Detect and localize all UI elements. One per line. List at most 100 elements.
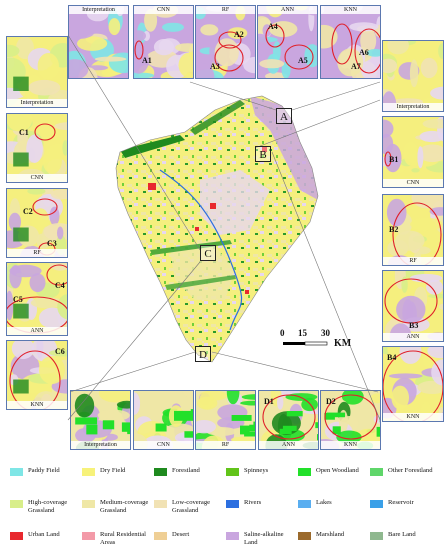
legend-label: Rivers <box>244 499 262 506</box>
legend-swatch <box>82 532 95 540</box>
right-panel-0: Interpretation <box>382 40 444 112</box>
region-mark: A2 <box>234 30 244 39</box>
region-mark: B4 <box>387 353 397 362</box>
legend-swatch <box>154 468 167 476</box>
region-mark: C4 <box>55 281 65 290</box>
bottom-panel-label: ANN <box>259 441 318 449</box>
region-mark: A5 <box>298 56 308 65</box>
right-panel-label: Interpretation <box>383 103 443 111</box>
scale-tick-0: 0 <box>280 328 285 338</box>
scale-tick-30: 30 <box>321 328 330 338</box>
top-panel-3: ANN A4 A5 <box>257 5 318 79</box>
legend-label: Spinneys <box>244 467 269 474</box>
right-panel-label: ANN <box>383 333 443 341</box>
right-panel-2: RF B2 <box>382 194 444 266</box>
top-panel-0: Interpretation <box>68 5 129 79</box>
bottom-panel-1: CNN <box>133 390 194 450</box>
region-mark: B3 <box>409 321 419 330</box>
legend-label: Dry Field <box>100 467 126 474</box>
right-panel-3: ANN B3 <box>382 270 444 342</box>
region-mark: C6 <box>55 347 65 356</box>
right-panel-1: CNN B1 <box>382 116 444 188</box>
legend-label: Reservoir <box>388 499 414 506</box>
left-panel-0: Interpretation <box>6 36 68 108</box>
legend-label: Saline-alkaline Land <box>244 531 284 546</box>
region-mark: D2 <box>326 397 336 406</box>
bottom-panel-4: KNN D2 <box>320 390 381 450</box>
top-panel-4: KNN A6 A7 <box>320 5 381 79</box>
scale-unit: KM <box>334 338 352 349</box>
right-panel-label: CNN <box>383 179 443 187</box>
legend-label: Medium-coverage Grassland <box>100 499 149 514</box>
legend-label: Paddy Field <box>28 467 60 474</box>
right-panel-label: RF <box>383 257 443 265</box>
legend-swatch <box>154 532 167 540</box>
bottom-panel-label: KNN <box>321 441 380 449</box>
legend-label: Marshland <box>316 531 345 538</box>
top-panel-1: CNN A1 <box>133 5 194 79</box>
legend-label: Other Forestland <box>388 467 433 474</box>
legend-swatch <box>226 532 239 540</box>
top-panel-label: CNN <box>134 6 193 14</box>
legend-label: Lakes <box>316 499 332 506</box>
legend-label: Desert <box>172 531 190 538</box>
top-panel-2: RF A2 A3 <box>195 5 256 79</box>
legend-swatch <box>226 468 239 476</box>
legend-swatch <box>370 532 383 540</box>
legend-swatch <box>10 532 23 540</box>
legend-swatch <box>82 468 95 476</box>
legend-swatch <box>10 468 23 476</box>
region-mark: B2 <box>389 225 399 234</box>
left-panel-label: RF <box>7 249 67 257</box>
region-mark: A4 <box>268 22 278 31</box>
left-panel-label: Interpretation <box>7 99 67 107</box>
bottom-panel-label: RF <box>196 441 255 449</box>
top-panel-label: ANN <box>258 6 317 14</box>
zone-box-c: C <box>200 245 216 261</box>
zone-box-b: B <box>255 146 271 162</box>
bottom-panel-3: ANN D1 <box>258 390 319 450</box>
left-panel-label: CNN <box>7 174 67 182</box>
region-mark: C2 <box>23 207 33 216</box>
region-mark: A7 <box>351 62 361 71</box>
region-mark: A3 <box>210 62 220 71</box>
legend-swatch <box>10 500 23 508</box>
right-panel-4: KNN B4 <box>382 346 444 422</box>
legend-label: Open Woodland <box>316 467 359 474</box>
legend-swatch <box>298 500 311 508</box>
scale-tick-15: 15 <box>298 328 307 338</box>
bottom-panel-label: CNN <box>134 441 193 449</box>
region-mark: C5 <box>13 295 23 304</box>
left-panel-label: ANN <box>7 327 67 335</box>
zone-box-d: D <box>195 346 211 362</box>
legend-swatch <box>226 500 239 508</box>
legend-label: Urban Land <box>28 531 60 538</box>
legend-swatch <box>370 468 383 476</box>
left-panel-label: KNN <box>7 401 67 409</box>
region-mark: A1 <box>142 56 152 65</box>
region-mark: C3 <box>47 239 57 248</box>
left-panel-3: ANN C4 C5 <box>6 262 68 336</box>
bottom-panel-0: Interpretation <box>70 390 131 450</box>
bottom-panel-2: RF <box>195 390 256 450</box>
legend-label: High-coverage Grassland <box>28 499 68 514</box>
legend-swatch <box>154 500 167 508</box>
legend-label: Low-coverage Grassland <box>172 499 211 514</box>
top-panel-label: RF <box>196 6 255 14</box>
left-panel-4: KNN C6 <box>6 340 68 410</box>
right-panel-label: KNN <box>383 413 443 421</box>
legend-swatch <box>370 500 383 508</box>
left-panel-1: CNN C1 <box>6 113 68 183</box>
top-panel-label: Interpretation <box>69 6 128 14</box>
legend-label: Rural Residential Areas <box>100 531 146 546</box>
legend-label: Forestland <box>172 467 200 474</box>
bottom-panel-label: Interpretation <box>71 441 130 449</box>
legend-label: Bare Land <box>388 531 416 538</box>
region-mark: A6 <box>359 48 369 57</box>
top-panel-label: KNN <box>321 6 380 14</box>
left-panel-2: RF C2 C3 <box>6 188 68 258</box>
legend-swatch <box>82 500 95 508</box>
legend-swatch <box>298 532 311 540</box>
legend-swatch <box>298 468 311 476</box>
